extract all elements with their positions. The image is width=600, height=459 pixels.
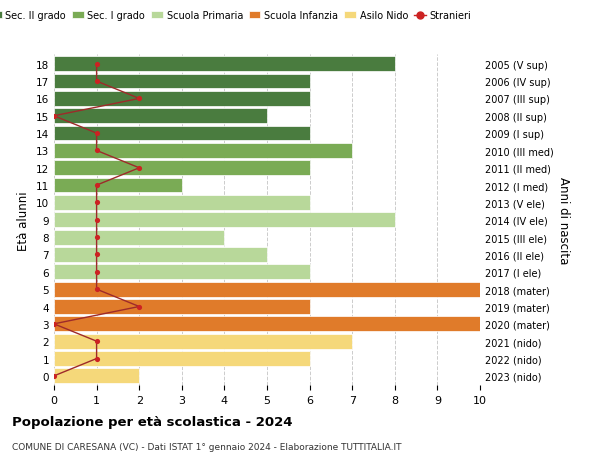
Bar bbox=[54, 265, 310, 280]
Point bbox=[92, 355, 101, 363]
Point bbox=[92, 182, 101, 190]
Point bbox=[92, 286, 101, 293]
Point bbox=[92, 251, 101, 258]
Bar bbox=[54, 213, 395, 228]
Point bbox=[92, 147, 101, 155]
Bar bbox=[54, 92, 310, 106]
Bar bbox=[54, 57, 395, 72]
Point bbox=[92, 61, 101, 68]
Y-axis label: Anni di nascita: Anni di nascita bbox=[557, 177, 570, 264]
Text: COMUNE DI CARESANA (VC) - Dati ISTAT 1° gennaio 2024 - Elaborazione TUTTITALIA.I: COMUNE DI CARESANA (VC) - Dati ISTAT 1° … bbox=[12, 442, 401, 451]
Bar bbox=[54, 282, 480, 297]
Bar bbox=[54, 299, 310, 314]
Point bbox=[134, 165, 144, 172]
Bar bbox=[54, 334, 352, 349]
Bar bbox=[54, 369, 139, 383]
Bar bbox=[54, 144, 352, 158]
Text: Popolazione per età scolastica - 2024: Popolazione per età scolastica - 2024 bbox=[12, 415, 293, 428]
Point bbox=[49, 113, 59, 120]
Bar bbox=[54, 230, 224, 245]
Point bbox=[92, 199, 101, 207]
Bar bbox=[54, 196, 310, 210]
Point bbox=[49, 372, 59, 380]
Legend: Sec. II grado, Sec. I grado, Scuola Primaria, Scuola Infanzia, Asilo Nido, Stran: Sec. II grado, Sec. I grado, Scuola Prim… bbox=[0, 7, 475, 25]
Point bbox=[92, 130, 101, 138]
Point bbox=[92, 234, 101, 241]
Bar bbox=[54, 74, 310, 89]
Bar bbox=[54, 109, 267, 124]
Point bbox=[134, 95, 144, 103]
Point bbox=[92, 338, 101, 345]
Bar bbox=[54, 126, 310, 141]
Bar bbox=[54, 317, 480, 331]
Point bbox=[49, 320, 59, 328]
Point bbox=[92, 269, 101, 276]
Point bbox=[92, 217, 101, 224]
Bar bbox=[54, 352, 310, 366]
Bar bbox=[54, 247, 267, 262]
Bar bbox=[54, 179, 182, 193]
Point bbox=[92, 78, 101, 85]
Point bbox=[134, 303, 144, 310]
Y-axis label: Età alunni: Età alunni bbox=[17, 190, 31, 250]
Bar bbox=[54, 161, 310, 176]
